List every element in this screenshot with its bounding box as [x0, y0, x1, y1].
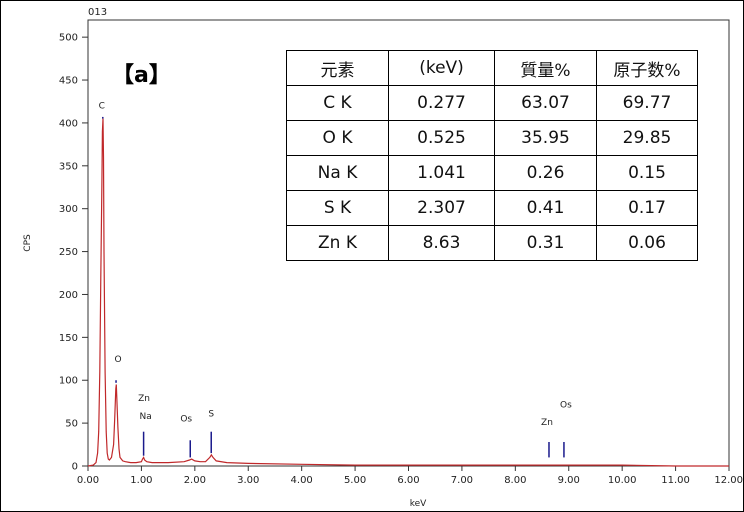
peak-label-os: Os — [180, 414, 192, 424]
table-cell: 0.41 — [494, 190, 597, 226]
table-cell: 0.31 — [494, 225, 597, 261]
x-tick-label: 1.00 — [130, 475, 152, 486]
x-tick-label: 9.00 — [558, 475, 580, 486]
y-tick-label: 300 — [59, 204, 78, 215]
panel-label: 【a】 — [112, 63, 171, 88]
y-tick-label: 0 — [72, 462, 78, 473]
x-tick-label: 10.00 — [608, 475, 637, 486]
table-cell: O K — [286, 120, 389, 156]
x-tick-label: 12.00 — [714, 475, 743, 486]
x-tick-label: 0.00 — [77, 475, 99, 486]
header-atomic-percent: 原子数% — [596, 50, 698, 86]
x-tick-label: 2.00 — [184, 475, 206, 486]
table-cell: C K — [286, 85, 389, 121]
table-row: C K 0.277 63.07 69.77 — [286, 85, 698, 121]
quantification-table: 元素 (keV) 質量% 原子数% C K 0.277 63.07 69.77 … — [286, 50, 698, 261]
sample-id: 013 — [88, 7, 107, 18]
x-tick-label: 7.00 — [451, 475, 473, 486]
table-row: Zn K 8.63 0.31 0.06 — [286, 225, 698, 261]
quantification-table-container: 元素 (keV) 質量% 原子数% C K 0.277 63.07 69.77 … — [286, 50, 698, 261]
y-tick-label: 200 — [59, 290, 78, 301]
table-cell: 8.63 — [388, 225, 495, 261]
x-axis: 0.00 1.00 2.00 3.00 4.00 5.00 6.00 7.00 8.00 9.00… — [77, 466, 743, 486]
table-cell: 1.041 — [388, 155, 495, 191]
table-cell: 35.95 — [494, 120, 597, 156]
table-cell: 0.525 — [388, 120, 495, 156]
y-tick-label: 500 — [59, 33, 78, 44]
y-tick-label: 100 — [59, 376, 78, 387]
peak-label-o: O — [114, 355, 121, 365]
table-cell: 0.15 — [596, 155, 698, 191]
spectrum-series-line — [87, 118, 729, 467]
table-row: Na K 1.041 0.26 0.15 — [286, 155, 698, 191]
peak-label-os: Os — [560, 401, 572, 411]
x-tick-label: 11.00 — [661, 475, 690, 486]
y-axis: 0 50 100 150 200 250 300 350 400 450 500 — [59, 33, 88, 473]
peak-markers: C O Zn Na Os S Zn Os — [99, 102, 572, 458]
peak-label-zn: Zn — [541, 418, 553, 428]
table-cell: 63.07 — [494, 85, 597, 121]
header-element: 元素 — [286, 50, 389, 86]
table-row: S K 2.307 0.41 0.17 — [286, 190, 698, 226]
table-cell: 2.307 — [388, 190, 495, 226]
header-energy: (keV) — [388, 50, 495, 86]
y-tick-label: 400 — [59, 118, 78, 129]
header-mass-percent: 質量% — [494, 50, 597, 86]
x-tick-label: 6.00 — [397, 475, 419, 486]
y-tick-label: 350 — [59, 161, 78, 172]
x-tick-label: 4.00 — [291, 475, 313, 486]
table-cell: Zn K — [286, 225, 389, 261]
peak-label-s: S — [208, 409, 214, 419]
table-cell: 0.06 — [596, 225, 698, 261]
y-tick-label: 450 — [59, 76, 78, 87]
peak-label-zn: Zn — [138, 394, 150, 404]
peak-label-c: C — [99, 102, 105, 112]
table-cell: S K — [286, 190, 389, 226]
table-header-row: 元素 (keV) 質量% 原子数% — [286, 50, 698, 86]
table-cell: 0.17 — [596, 190, 698, 226]
y-axis-title: CPS — [23, 234, 33, 252]
table-cell: 0.277 — [388, 85, 495, 121]
y-tick-label: 250 — [59, 247, 78, 258]
x-axis-title: keV — [410, 499, 427, 509]
x-tick-label: 5.00 — [344, 475, 366, 486]
x-tick-label: 8.00 — [504, 475, 526, 486]
x-tick-label: 3.00 — [237, 475, 259, 486]
table-cell: 29.85 — [596, 120, 698, 156]
y-tick-label: 50 — [65, 419, 78, 430]
table-cell: Na K — [286, 155, 389, 191]
y-tick-label: 150 — [59, 333, 78, 344]
table-cell: 69.77 — [596, 85, 698, 121]
table-row: O K 0.525 35.95 29.85 — [286, 120, 698, 156]
peak-label-na: Na — [139, 412, 151, 422]
table-cell: 0.26 — [494, 155, 597, 191]
